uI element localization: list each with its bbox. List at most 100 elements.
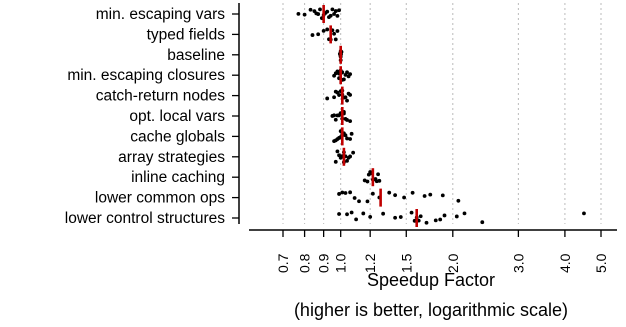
data-point: [333, 9, 338, 13]
data-point: [348, 190, 353, 195]
data-point: [365, 199, 370, 204]
data-point: [343, 191, 348, 195]
data-point: [456, 198, 461, 203]
data-point: [341, 77, 346, 82]
x-axis-title: Speedup Factor: [367, 270, 495, 290]
data-point: [332, 12, 336, 16]
data-point: [381, 211, 386, 216]
data-point: [340, 190, 345, 195]
data-point: [321, 28, 326, 33]
data-point: [330, 7, 335, 12]
category-label: min. escaping closures: [67, 67, 225, 84]
x-tick-label: 0.7: [275, 253, 291, 273]
data-point: [393, 215, 398, 220]
data-points: [296, 7, 586, 225]
data-point: [333, 159, 338, 164]
x-tick-label: 1.5: [398, 253, 414, 273]
data-point: [316, 32, 321, 37]
axes: [238, 3, 617, 231]
data-point: [345, 158, 349, 163]
data-point: [357, 199, 361, 204]
data-point: [402, 195, 406, 200]
data-point: [335, 13, 340, 18]
x-tick-label: 4.0: [557, 253, 573, 273]
category-label: cache globals: [130, 128, 225, 145]
data-point: [345, 70, 349, 75]
data-point: [345, 212, 349, 217]
data-point: [365, 179, 370, 184]
data-point: [393, 193, 398, 198]
category-labels: min. escaping vars typed fields baseline mi…: [65, 6, 239, 227]
data-point: [370, 191, 375, 196]
category-label: lower control structures: [65, 210, 225, 227]
data-point: [398, 215, 403, 219]
data-point: [325, 9, 330, 14]
data-point: [368, 215, 373, 219]
data-point: [348, 154, 353, 159]
data-point: [332, 31, 336, 36]
data-point: [302, 12, 307, 17]
data-point: [351, 150, 356, 155]
data-point: [335, 29, 340, 33]
data-point: [325, 27, 330, 32]
data-point: [352, 196, 357, 200]
data-point: [333, 117, 338, 122]
category-label: typed fields: [147, 26, 226, 43]
data-point: [345, 118, 349, 122]
data-point: [333, 37, 338, 42]
data-point: [480, 220, 485, 225]
data-point: [377, 178, 382, 183]
data-point: [376, 172, 380, 177]
category-label: min. escaping vars: [96, 6, 225, 23]
data-point: [354, 217, 359, 222]
data-point: [348, 119, 353, 124]
median-markers: [322, 5, 419, 227]
data-point: [409, 210, 414, 215]
category-label: inline caching: [131, 169, 225, 186]
data-point: [361, 211, 366, 216]
data-point: [410, 190, 415, 195]
data-point: [442, 213, 447, 218]
category-label: array strategies: [118, 149, 225, 166]
data-point: [345, 136, 349, 141]
data-point: [308, 7, 313, 12]
data-point: [310, 33, 315, 37]
data-point: [418, 214, 423, 219]
data-point: [428, 192, 433, 197]
data-point: [348, 93, 353, 97]
data-point: [349, 210, 354, 215]
data-point: [332, 95, 336, 100]
x-tick-label: 3.0: [510, 253, 526, 273]
data-point: [316, 12, 321, 16]
data-point: [454, 214, 459, 219]
data-point: [343, 95, 348, 100]
data-point: [440, 193, 445, 198]
data-point: [328, 13, 333, 18]
data-point: [332, 113, 336, 118]
data-point: [438, 217, 443, 222]
x-tick-label: 1.2: [362, 253, 378, 273]
data-point: [387, 190, 392, 195]
data-point: [337, 212, 341, 216]
x-tick-label: 0.9: [316, 253, 332, 273]
category-label: baseline: [167, 47, 225, 64]
data-point: [349, 131, 354, 136]
data-point: [337, 93, 341, 97]
x-tick-label: 0.8: [297, 253, 313, 273]
data-point: [325, 96, 330, 101]
category-label: opt. local vars: [129, 108, 225, 125]
data-point: [462, 211, 467, 216]
data-point: [348, 137, 353, 141]
x-tick-label: 2.0: [445, 253, 461, 273]
data-point: [318, 7, 322, 12]
data-point: [422, 194, 427, 198]
category-label: catch-return nodes: [96, 88, 225, 105]
data-point: [343, 133, 348, 138]
data-point: [424, 220, 429, 225]
data-point: [337, 192, 341, 196]
x-ticks: 0.7 0.8 0.9 1.0 1.2 1.5 2.0 3.0 4.0 5.0: [275, 230, 609, 273]
x-tick-label: 5.0: [593, 253, 609, 273]
x-axis-subtitle: (higher is better, logarithmic scale): [294, 300, 568, 320]
data-point: [335, 149, 340, 154]
